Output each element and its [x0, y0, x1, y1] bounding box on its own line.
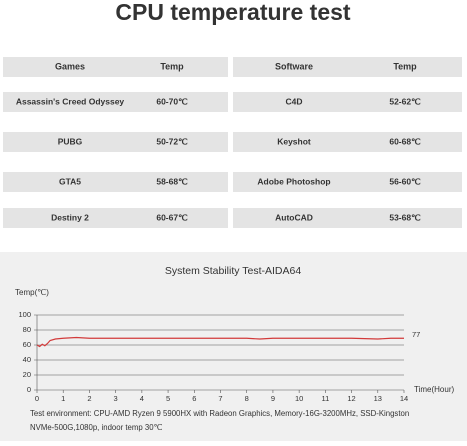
x-tick-label: 14: [400, 394, 408, 403]
row-band: [3, 172, 228, 192]
x-tick-label: 8: [245, 394, 249, 403]
column-header: Games: [55, 61, 85, 71]
y-tick-label: 40: [23, 355, 31, 364]
y-tick-label: 60: [23, 340, 31, 349]
annotation: 77: [412, 330, 420, 339]
x-axis-label: Time(Hour): [414, 385, 454, 394]
x-tick-label: 10: [295, 394, 303, 403]
y-tick-label: 20: [23, 370, 31, 379]
x-tick-label: 9: [271, 394, 275, 403]
table-cell: Keyshot: [277, 136, 311, 146]
row-band: [3, 132, 228, 152]
x-tick-label: 3: [114, 394, 118, 403]
row-band: [233, 92, 462, 112]
footer-text: Test environment: CPU-AMD Ryzen 9 5900HX…: [30, 409, 409, 418]
row-band: [233, 132, 462, 152]
footer-text: NVMe-500G,1080p, indoor temp 30℃: [30, 423, 163, 432]
table-cell: Adobe Photoshop: [257, 176, 330, 186]
y-tick-label: 80: [23, 325, 31, 334]
y-axis-label: Temp(℃): [15, 288, 49, 297]
table-cell: Destiny 2: [51, 212, 89, 222]
table-cell: AutoCAD: [275, 212, 313, 222]
x-tick-label: 4: [140, 394, 144, 403]
table-cell: 50-72℃: [156, 136, 188, 146]
column-header: Software: [275, 61, 313, 71]
table-cell: 53-68℃: [389, 212, 421, 222]
table-cell: Assassin's Creed Odyssey: [16, 96, 125, 106]
x-tick-label: 2: [87, 394, 91, 403]
chart-panel: [0, 252, 467, 441]
row-band: [3, 92, 228, 112]
x-tick-label: 13: [374, 394, 382, 403]
x-tick-label: 7: [218, 394, 222, 403]
table-cell: 60-70℃: [156, 96, 188, 106]
x-tick-label: 1: [61, 394, 65, 403]
x-tick-label: 0: [35, 394, 39, 403]
table-cell: 60-68℃: [389, 136, 421, 146]
x-tick-label: 5: [166, 394, 170, 403]
x-tick-label: 12: [347, 394, 355, 403]
table-cell: 52-62℃: [389, 96, 421, 106]
row-band: [233, 208, 462, 228]
temp-line: [36, 336, 404, 348]
y-tick-label: 0: [27, 385, 31, 394]
row-band: [233, 172, 462, 192]
x-tick-label: 6: [192, 394, 196, 403]
table-cell: 60-67℃: [156, 212, 188, 222]
row-band: [3, 208, 228, 228]
title: CPU temperature test: [115, 0, 351, 25]
table-cell: PUBG: [58, 136, 83, 146]
table-cell: 58-68℃: [156, 176, 188, 186]
table-cell: 56-60℃: [389, 176, 421, 186]
chart-title: System Stability Test-AIDA64: [165, 265, 302, 277]
x-tick-label: 11: [321, 394, 329, 403]
row-band: [233, 57, 462, 77]
y-tick-label: 100: [18, 310, 31, 319]
table-cell: GTA5: [59, 176, 81, 186]
row-band: [3, 57, 228, 77]
column-header: Temp: [393, 61, 417, 71]
column-header: Temp: [160, 61, 184, 71]
table-cell: C4D: [285, 96, 302, 106]
